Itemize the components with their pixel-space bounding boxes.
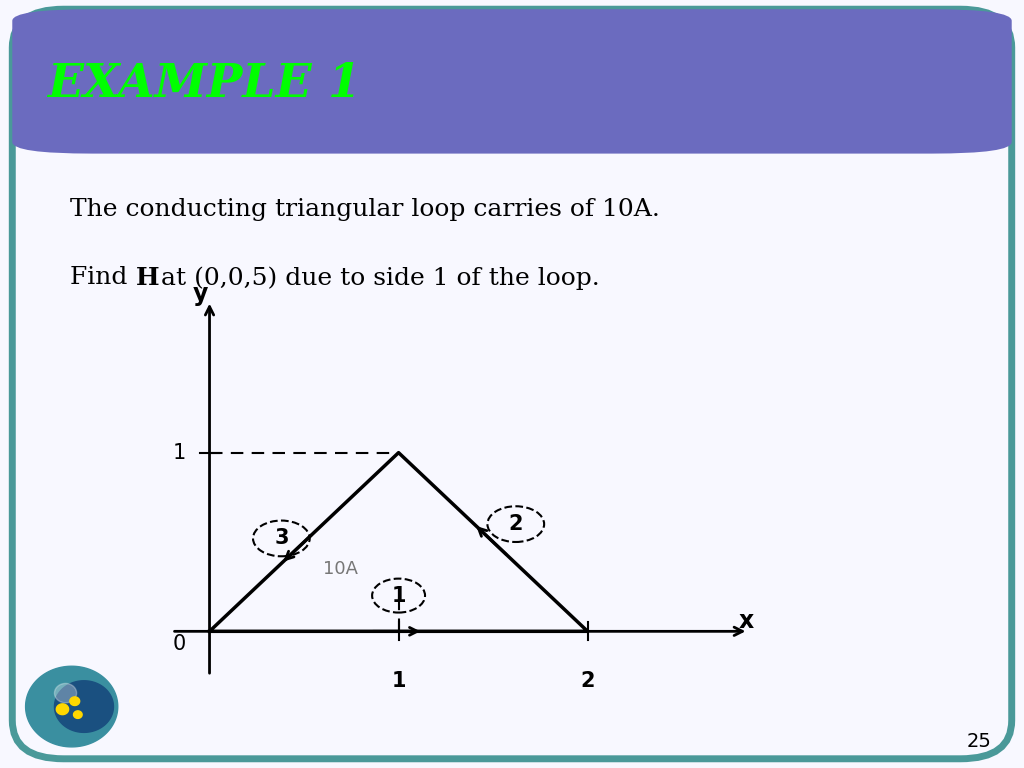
Text: at (0,0,5) due to side 1 of the loop.: at (0,0,5) due to side 1 of the loop. bbox=[154, 266, 600, 290]
Polygon shape bbox=[54, 684, 77, 703]
Text: x: x bbox=[739, 608, 754, 633]
Text: 2: 2 bbox=[509, 514, 523, 534]
Text: 1: 1 bbox=[173, 442, 186, 462]
Text: 3: 3 bbox=[274, 528, 289, 548]
Polygon shape bbox=[70, 697, 80, 706]
Text: 0: 0 bbox=[173, 634, 186, 654]
Text: Find: Find bbox=[70, 266, 135, 290]
Text: 25: 25 bbox=[967, 732, 991, 750]
FancyBboxPatch shape bbox=[12, 9, 1012, 759]
Text: The conducting triangular loop carries of 10A.: The conducting triangular loop carries o… bbox=[70, 198, 659, 220]
Text: 1: 1 bbox=[391, 585, 406, 606]
Text: EXAMPLE 1: EXAMPLE 1 bbox=[47, 61, 361, 108]
Text: 1: 1 bbox=[391, 670, 406, 690]
FancyBboxPatch shape bbox=[12, 9, 1012, 154]
Polygon shape bbox=[74, 711, 82, 718]
Polygon shape bbox=[56, 704, 69, 714]
Text: y: y bbox=[193, 282, 208, 306]
Polygon shape bbox=[26, 667, 118, 746]
Text: 10A: 10A bbox=[323, 560, 358, 578]
Text: 2: 2 bbox=[581, 670, 595, 690]
Text: H: H bbox=[136, 266, 160, 290]
Polygon shape bbox=[54, 680, 114, 733]
